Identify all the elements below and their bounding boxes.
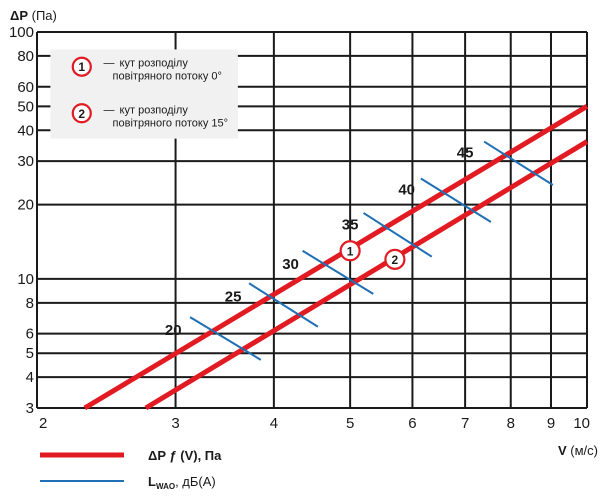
iso-line-label-45: 45 <box>457 145 474 162</box>
y-tick-label-4: 4 <box>26 369 34 386</box>
legend-label-curve: ΔP ƒ (V), Па <box>148 448 222 463</box>
y-tick-label-100: 100 <box>9 24 34 41</box>
iso-line-label-35: 35 <box>342 217 359 234</box>
curve-marker-label-2: 2 <box>392 253 399 267</box>
iso-line-label-30: 30 <box>282 256 299 273</box>
y-axis-title-symbol: ΔP <box>10 8 28 23</box>
x-tick-label-9: 9 <box>547 415 555 432</box>
legend-label-iso-main: L <box>148 474 156 489</box>
y-tick-label-30: 30 <box>17 153 34 170</box>
iso-line-label-20: 20 <box>165 322 182 339</box>
x-tick-label-6: 6 <box>408 415 416 432</box>
y-tick-label-6: 6 <box>26 326 34 343</box>
y-tick-label-5: 5 <box>26 345 34 362</box>
y-tick-label-20: 20 <box>17 197 34 214</box>
y-tick-label-10: 10 <box>17 271 34 288</box>
y-tick-label-60: 60 <box>17 79 34 96</box>
x-tick-label-5: 5 <box>346 415 354 432</box>
annotation-marker-label-1: 1 <box>78 60 85 74</box>
y-tick-label-80: 80 <box>17 48 34 65</box>
annotation-text-line2-1: повітряного потоку 0° <box>113 71 222 83</box>
x-tick-label-2: 2 <box>39 415 47 432</box>
x-tick-label-10: 10 <box>573 415 590 432</box>
annotation-dash-1: — <box>104 58 115 70</box>
x-axis-title-unit: (м/с) <box>567 443 598 458</box>
y-tick-label-50: 50 <box>17 98 34 115</box>
annotation-text-line1-2: кут розподілу <box>120 104 189 116</box>
legend-label-curve-text: ΔP ƒ (V), Па <box>148 448 222 463</box>
iso-line-label-25: 25 <box>225 288 242 305</box>
y-axis-title: ΔP (Па) <box>10 8 57 23</box>
y-tick-label-8: 8 <box>26 295 34 312</box>
annotation-text-line2-2: повітряного потоку 15° <box>113 117 228 129</box>
annotation-text-line1-1: кут розподілу <box>120 58 189 70</box>
legend-label-iso-sub: WAO <box>156 482 175 491</box>
annotation-marker-label-2: 2 <box>78 107 85 121</box>
legend-label-iso-tail: , дБ(А) <box>175 474 216 489</box>
curve-marker-label-1: 1 <box>347 244 354 258</box>
y-tick-label-3: 3 <box>26 400 34 417</box>
y-tick-label-40: 40 <box>17 122 34 139</box>
iso-line-label-40: 40 <box>398 182 415 199</box>
x-tick-label-3: 3 <box>171 415 179 432</box>
x-tick-label-7: 7 <box>461 415 469 432</box>
y-axis-title-unit: (Па) <box>28 8 57 23</box>
x-tick-label-8: 8 <box>507 415 515 432</box>
x-axis-title-symbol: V <box>558 443 567 458</box>
annotation-dash-2: — <box>104 104 115 116</box>
x-axis-title: V (м/с) <box>558 443 598 458</box>
x-tick-label-4: 4 <box>270 415 278 432</box>
